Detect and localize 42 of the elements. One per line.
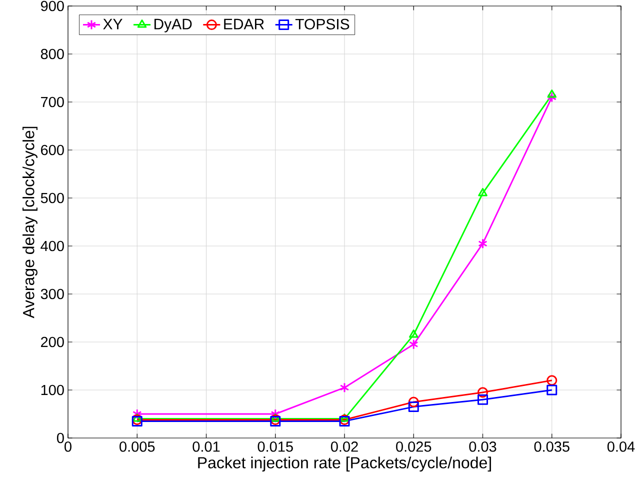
x-tick-label: 0.01	[192, 442, 220, 452]
legend-label: DyAD	[154, 18, 192, 32]
point	[546, 375, 558, 386]
legend-label: XY	[103, 18, 122, 30]
x-tick-label: 0.035	[534, 442, 570, 452]
y-tick-label: 600	[41, 144, 64, 156]
point	[270, 408, 280, 420]
x-tick-label: 0	[64, 442, 72, 452]
y-tick-label: 700	[41, 96, 64, 108]
x-tick-label: 0.04	[607, 442, 635, 452]
point	[547, 92, 557, 102]
y-tick-label: 500	[40, 192, 64, 204]
legend-label: EDAR	[224, 18, 264, 30]
point	[408, 330, 418, 338]
x-tick-label: 0.02	[330, 442, 358, 452]
y-tick-label: 400	[40, 240, 64, 252]
x-axis-title: Packet injection rate [Packets/cycle/node]	[198, 456, 491, 472]
point	[408, 402, 419, 412]
point	[340, 382, 350, 393]
y-tick-label: 800	[40, 48, 64, 60]
point	[340, 414, 350, 422]
point	[132, 408, 142, 420]
y-tick-label: 0	[56, 432, 64, 444]
point	[132, 414, 142, 422]
y-tick-label: 100	[41, 384, 64, 396]
point	[408, 339, 418, 350]
legend-label: TOPSIS	[295, 18, 350, 30]
y-axis-title: Average delay [clock/cycle]	[22, 126, 38, 318]
point	[478, 394, 488, 405]
x-tick-label: 0.005	[120, 442, 155, 452]
x-tick-label: 0.03	[469, 442, 496, 452]
x-tick-label: 0.025	[396, 442, 432, 452]
point	[478, 188, 488, 196]
point	[547, 90, 557, 98]
point	[408, 396, 419, 408]
y-tick-label: 900	[40, 0, 64, 12]
point	[478, 387, 488, 398]
y-tick-label: 300	[40, 288, 64, 300]
point	[478, 238, 488, 249]
x-tick-label: 0.015	[258, 442, 293, 452]
y-tick-label: 200	[41, 336, 64, 348]
point	[546, 384, 558, 396]
